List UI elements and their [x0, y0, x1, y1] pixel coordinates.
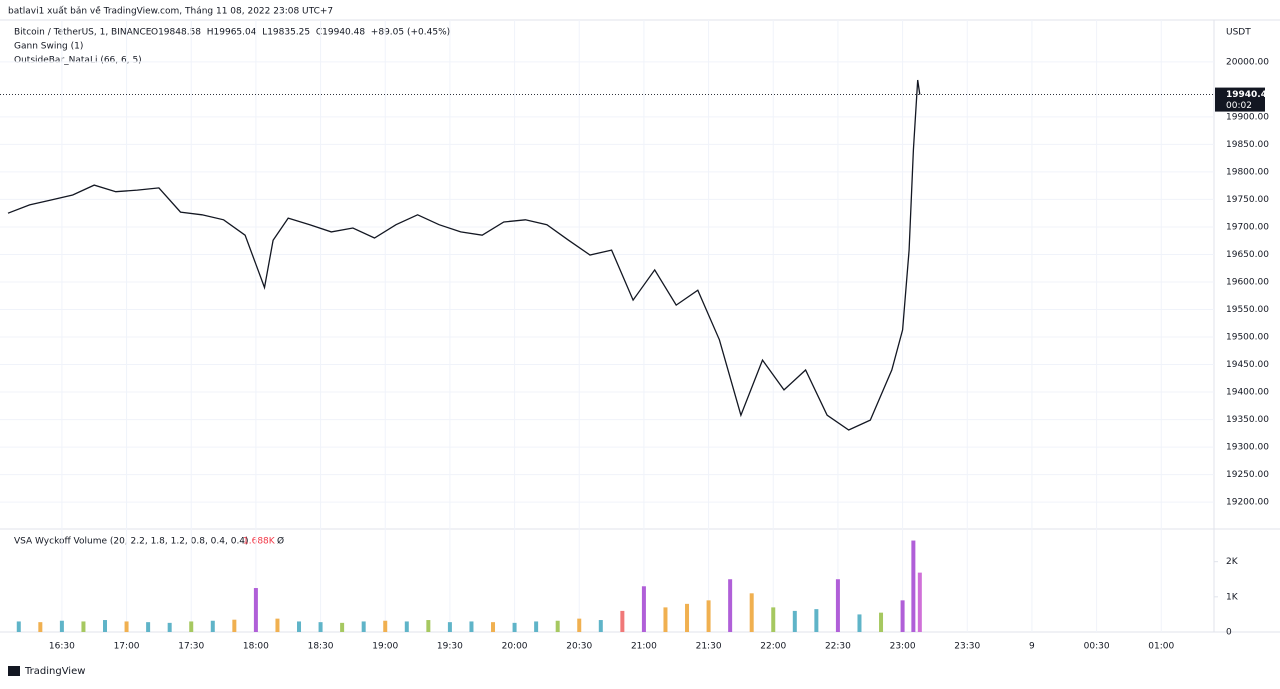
x-tick-label: 23:30 [954, 642, 980, 652]
volume-bar [167, 622, 172, 632]
y-tick-label: 19200.00 [1226, 498, 1269, 508]
volume-bar [81, 621, 86, 632]
volume-bar [900, 600, 905, 632]
volume-bar [404, 621, 409, 632]
price-label-box [1215, 87, 1265, 112]
x-tick-label: 20:30 [566, 642, 592, 652]
volume-bar [577, 618, 582, 632]
x-tick-label: 00:30 [1084, 642, 1110, 652]
volume-bar [534, 621, 539, 632]
volume-title: VSA Wyckoff Volume (20, 2.2, 1.8, 1.2, 0… [14, 537, 249, 547]
y-tick-label: 20000.00 [1226, 57, 1269, 67]
volume-bar [103, 620, 108, 632]
volume-bar [189, 621, 194, 632]
volume-bar [512, 622, 517, 632]
volume-bar [297, 621, 302, 632]
volume-bar [555, 620, 560, 632]
volume-bar [792, 610, 797, 632]
x-tick-label: 16:30 [49, 642, 75, 652]
x-tick-label: 19:00 [372, 642, 398, 652]
y-tick-label: 19350.00 [1226, 415, 1269, 425]
x-tick-label: 18:30 [308, 642, 334, 652]
x-tick-label: 19:30 [437, 642, 463, 652]
symbol: Bitcoin / TetherUS, 1, BINANCE [14, 28, 152, 38]
volume-bar [911, 540, 916, 632]
footer-brand: TradingView [24, 666, 85, 677]
x-tick-label: 21:30 [696, 642, 722, 652]
volume-bar [728, 579, 733, 632]
y-tick-label: 19800.00 [1226, 167, 1269, 177]
volume-bar [879, 612, 884, 632]
y-tick-label: 19550.00 [1226, 305, 1269, 315]
x-tick-label: 21:00 [631, 642, 657, 652]
volume-bar [447, 622, 452, 632]
volume-bar [917, 572, 922, 632]
x-tick-label: 17:00 [114, 642, 140, 652]
y-tick-label: 19400.00 [1226, 388, 1269, 398]
y-tick-label: 2K [1226, 557, 1239, 567]
y-tick-label: 19450.00 [1226, 360, 1269, 370]
y-tick-label: 19750.00 [1226, 195, 1269, 205]
volume-bar [491, 622, 496, 632]
volume-bar [210, 620, 215, 632]
indicator: Gann Swing (1) [14, 42, 83, 52]
volume-bar [749, 593, 754, 632]
volume-bar [835, 579, 840, 632]
x-tick-label: 22:00 [760, 642, 786, 652]
y-tick-label: 19900.00 [1226, 112, 1269, 122]
volume-bar [340, 622, 345, 632]
price-label: 19940.48 [1226, 90, 1273, 100]
unit: USDT [1226, 28, 1251, 38]
x-tick-label: 20:00 [502, 642, 528, 652]
volume-bar [146, 622, 151, 632]
volume-bar [641, 586, 646, 632]
volume-bar [469, 621, 474, 632]
x-tick-label: 18:00 [243, 642, 269, 652]
y-tick-label: 19300.00 [1226, 443, 1269, 453]
volume-bar [663, 607, 668, 632]
y-tick-label: 19650.00 [1226, 250, 1269, 260]
y-tick-label: 19250.00 [1226, 470, 1269, 480]
volume-bar [59, 620, 64, 632]
y-tick-label: 1K [1226, 592, 1239, 602]
publisher: batlavi1 xuất bản về TradingView.com, Th… [8, 6, 333, 17]
y-tick-label: 19850.00 [1226, 140, 1269, 150]
volume-bar [771, 607, 776, 632]
price-line [7, 79, 921, 431]
volume-bar [275, 618, 280, 632]
x-tick-label: 17:30 [178, 642, 204, 652]
indicator: OutsideBar_NataLi (66, 6, 5) [14, 56, 142, 66]
volume-value: 1.688K [243, 537, 276, 547]
volume-bar [318, 622, 323, 632]
y-tick-label: 19600.00 [1226, 277, 1269, 287]
volume-bar [814, 609, 819, 632]
y-tick-label: 19700.00 [1226, 222, 1269, 232]
volume-bar [38, 622, 43, 632]
y-tick-label: 19500.00 [1226, 333, 1269, 343]
ohlc: O19848.58 H19965.04 L19835.25 C19940.48 … [151, 28, 450, 38]
x-tick-label: 9 [1029, 642, 1035, 652]
volume-bar [685, 603, 690, 632]
x-tick-label: 22:30 [825, 642, 851, 652]
volume-bar [232, 619, 237, 632]
volume-extra: Ø [277, 536, 284, 547]
volume-bar [124, 621, 129, 632]
volume-bar [253, 588, 258, 632]
x-tick-label: 23:00 [890, 642, 916, 652]
volume-bar [857, 614, 862, 632]
countdown: 00:02 [1226, 101, 1252, 111]
y-tick-label: 0 [1226, 628, 1232, 638]
volume-bar [620, 610, 625, 632]
volume-bar [598, 620, 603, 632]
volume-bar [383, 620, 388, 632]
logo [8, 666, 20, 676]
volume-bar [426, 620, 431, 632]
volume-bar [361, 621, 366, 632]
volume-bar [706, 600, 711, 632]
x-tick-label: 01:00 [1148, 642, 1174, 652]
volume-bar [16, 621, 21, 632]
